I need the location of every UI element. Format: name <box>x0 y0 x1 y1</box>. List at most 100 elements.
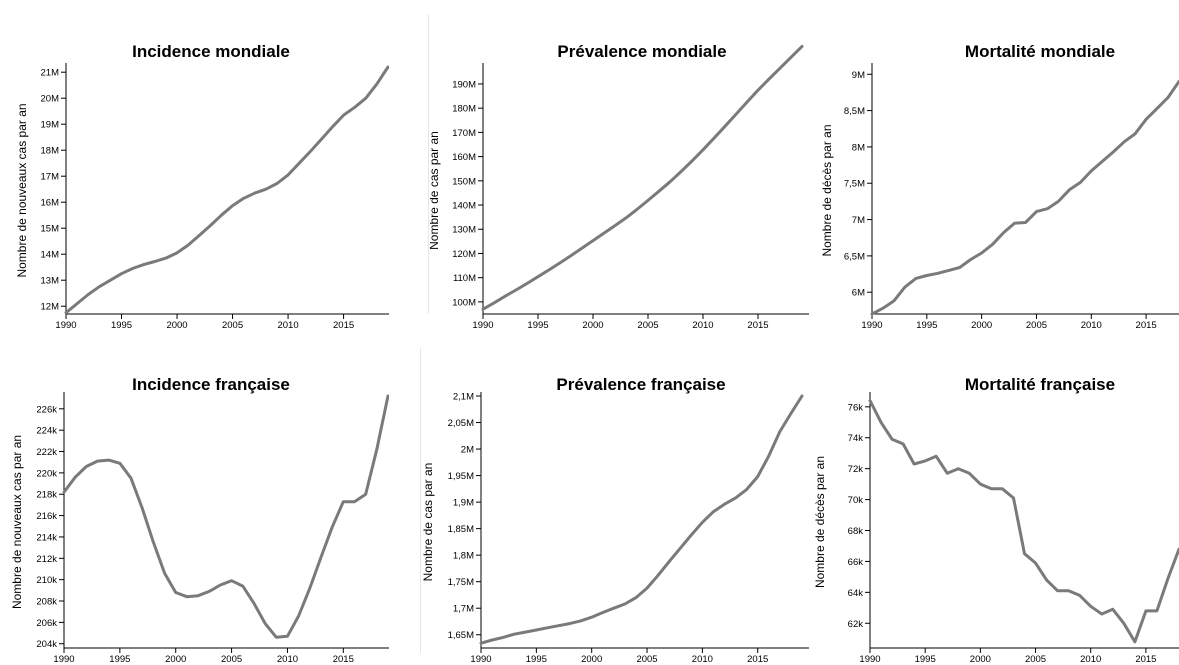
y-tick: 130M <box>452 225 483 236</box>
y-tick: 9M <box>852 70 872 81</box>
x-tick: 2000 <box>970 648 991 665</box>
x-tick: 1990 <box>53 648 74 665</box>
y-tick: 212k <box>36 554 64 565</box>
y-tick-label: 7,5M <box>844 179 865 190</box>
y-tick-label: 62k <box>848 619 864 630</box>
y-tick-label: 214k <box>36 532 57 543</box>
y-tick: 1,8M <box>453 551 481 562</box>
y-tick: 170M <box>452 128 483 139</box>
y-tick-label: 220k <box>36 468 57 479</box>
y-tick-label: 66k <box>848 557 864 568</box>
y-tick-label: 1,65M <box>448 630 474 641</box>
y-tick: 100M <box>452 297 483 308</box>
y-tick: 66k <box>848 557 870 568</box>
y-tick-label: 2,1M <box>453 392 474 403</box>
y-tick-label: 100M <box>452 297 476 308</box>
x-tick-label: 2005 <box>221 654 242 665</box>
y-tick: 68k <box>848 526 870 537</box>
y-tick-label: 7M <box>852 215 865 226</box>
y-tick-label: 222k <box>36 447 57 458</box>
x-tick: 1990 <box>472 314 493 331</box>
y-tick: 218k <box>36 490 64 501</box>
y-tick-label: 15M <box>41 224 60 235</box>
x-tick: 1990 <box>861 314 882 331</box>
x-tick: 1995 <box>526 648 547 665</box>
y-tick: 110M <box>453 273 483 284</box>
y-tick: 2M <box>461 445 481 456</box>
x-tick-label: 1990 <box>470 654 491 665</box>
y-tick: 226k <box>36 404 64 415</box>
x-tick-label: 2005 <box>637 320 658 331</box>
x-tick: 2005 <box>222 314 243 331</box>
x-tick: 2005 <box>221 648 242 665</box>
series-line <box>481 396 802 643</box>
y-tick-label: 8M <box>852 142 865 153</box>
y-tick: 140M <box>452 201 483 212</box>
y-axis-label: Nombre de nouveaux cas par an <box>15 103 29 277</box>
y-tick: 150M <box>452 176 483 187</box>
y-axis-label: Nombre de cas par an <box>421 463 435 582</box>
y-tick-label: 74k <box>848 433 864 444</box>
panel-divider <box>428 14 429 314</box>
y-tick: 190M <box>452 79 483 90</box>
y-tick-label: 110M <box>453 273 476 284</box>
y-tick-label: 1,9M <box>453 498 474 509</box>
y-tick-label: 17M <box>41 172 60 183</box>
x-tick: 2010 <box>277 314 298 331</box>
y-tick: 1,85M <box>448 524 481 535</box>
y-tick-label: 160M <box>452 152 476 163</box>
y-tick-label: 130M <box>452 225 476 236</box>
y-tick-label: 21M <box>41 68 60 79</box>
y-tick-label: 76k <box>848 402 864 413</box>
y-tick-label: 180M <box>452 104 476 115</box>
x-tick-label: 1990 <box>859 654 880 665</box>
y-tick-label: 224k <box>36 426 57 437</box>
x-tick-label: 2000 <box>166 320 187 331</box>
y-tick-label: 226k <box>36 404 57 415</box>
x-tick-label: 2010 <box>692 320 713 331</box>
x-tick: 2000 <box>971 314 992 331</box>
chart-title: Prévalence française <box>556 375 725 394</box>
y-tick: 208k <box>36 597 64 608</box>
x-tick-label: 1990 <box>861 320 882 331</box>
y-tick-label: 218k <box>36 490 57 501</box>
y-tick-label: 206k <box>36 618 57 629</box>
x-tick-label: 1990 <box>53 654 74 665</box>
y-tick-label: 68k <box>848 526 864 537</box>
y-tick-label: 20M <box>41 94 60 105</box>
y-tick-label: 2,05M <box>448 418 474 429</box>
y-tick: 6,5M <box>844 251 872 262</box>
y-tick: 1,9M <box>453 498 481 509</box>
x-tick-label: 1995 <box>109 654 130 665</box>
chart-title: Prévalence mondiale <box>557 42 726 61</box>
y-tick: 70k <box>848 495 870 506</box>
y-tick: 1,95M <box>448 471 481 482</box>
series-line <box>872 82 1179 315</box>
y-tick-label: 19M <box>41 120 60 131</box>
y-tick: 224k <box>36 426 64 437</box>
x-tick: 2010 <box>692 314 713 331</box>
y-tick: 1,65M <box>448 630 481 641</box>
y-tick: 8M <box>852 142 872 153</box>
y-tick: 64k <box>848 588 870 599</box>
y-axis-label: Nombre de cas par an <box>427 131 441 250</box>
x-tick-label: 2015 <box>333 654 354 665</box>
chart-title: Incidence mondiale <box>132 42 290 61</box>
y-tick-label: 212k <box>36 554 57 565</box>
y-tick-label: 12M <box>41 302 60 313</box>
y-tick: 2,1M <box>453 392 481 403</box>
y-tick: 204k <box>36 639 64 650</box>
y-tick: 8,5M <box>844 106 872 117</box>
x-tick-label: 1990 <box>55 320 76 331</box>
y-tick-label: 6,5M <box>844 251 865 262</box>
y-axis-label: Nombre de décès par an <box>820 124 834 256</box>
x-tick: 2010 <box>1081 314 1102 331</box>
x-tick: 2000 <box>581 648 602 665</box>
chart-title: Mortalité mondiale <box>965 42 1115 61</box>
x-tick-label: 2010 <box>1080 654 1101 665</box>
y-tick: 19M <box>41 120 66 131</box>
x-tick-label: 2010 <box>277 654 298 665</box>
x-tick: 2005 <box>637 314 658 331</box>
